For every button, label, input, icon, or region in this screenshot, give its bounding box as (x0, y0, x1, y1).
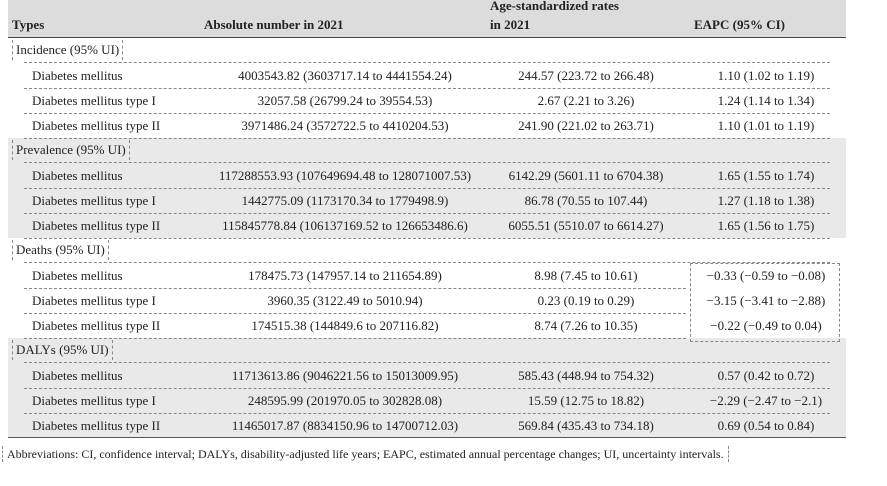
row-asr: 2.67 (2.21 to 3.26) (537, 93, 635, 108)
row-eapc: −3.15 (−3.41 to −2.88) (706, 293, 826, 308)
row-asr: 15.59 (12.75 to 18.82) (527, 393, 645, 408)
row-asr: 6055.51 (5510.07 to 6614.27) (508, 218, 664, 233)
header-types: Types (12, 17, 45, 32)
row-absolute: 174515.38 (144849.6 to 207116.82) (251, 318, 439, 333)
header-eapc: EAPC (95% CI) (694, 17, 785, 32)
table-row: Diabetes mellitus 11713613.86 (9046221.5… (8, 363, 846, 388)
row-separator (24, 113, 830, 114)
row-absolute: 32057.58 (26799.24 to 39554.53) (257, 93, 433, 108)
row-absolute: 115845778.84 (106137169.52 to 126653486.… (222, 218, 468, 233)
row-absolute: 3960.35 (3122.49 to 5010.94) (267, 293, 423, 308)
group-label-dalys: DALYs (95% UI) (12, 340, 113, 360)
row-type: Diabetes mellitus type II (32, 318, 161, 333)
row-type: Diabetes mellitus (32, 168, 123, 183)
row-asr: 8.74 (7.26 to 10.35) (534, 318, 638, 333)
row-separator (24, 313, 686, 314)
header-divider (8, 37, 846, 38)
row-eapc: 1.10 (1.02 to 1.19) (717, 68, 815, 83)
row-type: Diabetes mellitus (32, 68, 123, 83)
row-eapc: 1.65 (1.55 to 1.74) (717, 168, 815, 183)
table-row: Diabetes mellitus type I 248595.99 (2019… (8, 388, 846, 413)
table-row: Diabetes mellitus type II 3971486.24 (35… (8, 113, 846, 138)
row-asr: 585.43 (448.94 to 754.32) (518, 368, 654, 383)
row-separator (24, 162, 830, 163)
row-separator (24, 188, 830, 189)
row-absolute: 3971486.24 (3572722.5 to 4410204.53) (241, 118, 449, 133)
group-label-prevalence: Prevalence (95% UI) (12, 140, 130, 160)
row-eapc: 1.24 (1.14 to 1.34) (717, 93, 815, 108)
row-separator (24, 388, 830, 389)
row-eapc: 1.27 (1.18 to 1.38) (717, 193, 815, 208)
row-eapc: 1.10 (1.01 to 1.19) (717, 118, 815, 133)
row-asr: 569.84 (435.43 to 734.18) (518, 418, 654, 433)
header-asr-line1: Age-standardized rates (490, 0, 619, 13)
header-absolute-number: Absolute number in 2021 (204, 17, 344, 32)
row-absolute: 178475.73 (147957.14 to 211654.89) (248, 268, 442, 283)
row-separator (24, 262, 830, 263)
row-asr: 244.57 (223.72 to 266.48) (518, 68, 654, 83)
row-separator (24, 238, 830, 239)
row-separator (24, 62, 830, 63)
table-row: Diabetes mellitus 4003543.82 (3603717.14… (8, 63, 846, 88)
row-separator (24, 138, 830, 139)
row-absolute: 1442775.09 (1173170.34 to 1779498.9) (241, 193, 449, 208)
group-label-deaths: Deaths (95% UI) (12, 240, 109, 260)
row-separator (24, 338, 686, 339)
row-asr: 241.90 (221.02 to 263.71) (518, 118, 654, 133)
deaths-eapc-box (690, 263, 840, 342)
table-bottom-rule (8, 437, 846, 438)
footnote-abbreviations: Abbreviations: CI, confidence interval; … (2, 446, 729, 462)
row-separator (24, 362, 830, 363)
row-type: Diabetes mellitus type I (32, 393, 156, 408)
row-separator (24, 88, 830, 89)
row-type: Diabetes mellitus type II (32, 118, 161, 133)
table-row: Diabetes mellitus 117288553.93 (10764969… (8, 163, 846, 188)
group-label-incidence: Incidence (95% UI) (12, 40, 124, 60)
table-row: Diabetes mellitus type II 174515.38 (144… (8, 313, 846, 338)
table-row: Diabetes mellitus type I 32057.58 (26799… (8, 88, 846, 113)
row-type: Diabetes mellitus (32, 268, 123, 283)
row-eapc: −2.29 (−2.47 to −2.1) (709, 393, 823, 408)
row-eapc: 1.65 (1.56 to 1.75) (717, 218, 815, 233)
table-header: Types Absolute number in 2021 Age-standa… (8, 0, 846, 37)
row-type: Diabetes mellitus type II (32, 218, 161, 233)
row-absolute: 117288553.93 (107649694.48 to 128071007.… (218, 168, 472, 183)
table-row: Diabetes mellitus type II 115845778.84 (… (8, 213, 846, 238)
row-asr: 8.98 (7.45 to 10.61) (534, 268, 638, 283)
row-separator (24, 413, 830, 414)
row-eapc: −0.33 (−0.59 to −0.08) (706, 268, 826, 283)
table-row: Diabetes mellitus type I 3960.35 (3122.4… (8, 288, 846, 313)
row-absolute: 11713613.86 (9046221.56 to 15013009.95) (231, 368, 459, 383)
table-row: Diabetes mellitus 178475.73 (147957.14 t… (8, 263, 846, 288)
row-separator (24, 288, 686, 289)
row-type: Diabetes mellitus type II (32, 418, 161, 433)
row-absolute: 11465017.87 (8834150.96 to 14700712.03) (231, 418, 459, 433)
row-type: Diabetes mellitus type I (32, 293, 156, 308)
row-type: Diabetes mellitus (32, 368, 123, 383)
row-eapc: 0.69 (0.54 to 0.84) (717, 418, 815, 433)
row-eapc: 0.57 (0.42 to 0.72) (717, 368, 815, 383)
table-row: Diabetes mellitus type II 11465017.87 (8… (8, 413, 846, 438)
row-separator (24, 213, 830, 214)
row-type: Diabetes mellitus type I (32, 193, 156, 208)
table-row: Diabetes mellitus type I 1442775.09 (117… (8, 188, 846, 213)
row-eapc: −0.22 (−0.49 to 0.04) (710, 318, 822, 333)
header-asr-line2: in 2021 (490, 17, 531, 32)
row-absolute: 248595.99 (201970.05 to 302828.08) (247, 393, 443, 408)
row-asr: 6142.29 (5601.11 to 6704.38) (508, 168, 664, 183)
row-asr: 0.23 (0.19 to 0.29) (537, 293, 635, 308)
row-absolute: 4003543.82 (3603717.14 to 4441554.24) (238, 68, 452, 83)
row-type: Diabetes mellitus type I (32, 93, 156, 108)
row-asr: 86.78 (70.55 to 107.44) (524, 193, 648, 208)
